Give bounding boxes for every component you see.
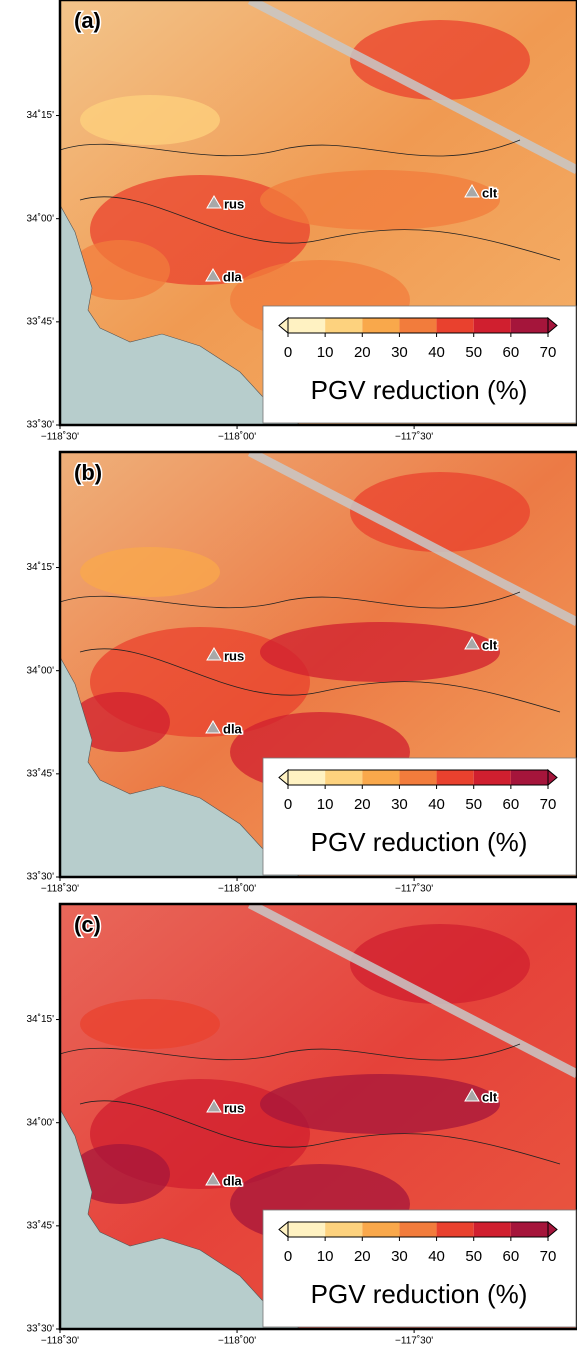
pgv-region: [80, 999, 220, 1049]
y-tick-label: 34˚15': [27, 1013, 55, 1025]
colorbar-tick-label: 10: [317, 796, 334, 813]
y-tick-label: 33˚30': [27, 871, 55, 883]
colorbar-tick-label: 30: [391, 344, 408, 361]
colorbar-tick-label: 0: [284, 796, 292, 813]
x-tick-label: −118˚00': [218, 883, 256, 895]
y-tick-label: 34˚00': [27, 664, 55, 676]
x-tick-label: −118˚00': [218, 1335, 256, 1347]
colorbar-segment: [325, 770, 362, 785]
colorbar-tick-label: 10: [317, 1248, 334, 1265]
pgv-region: [260, 170, 500, 230]
pgv-region: [260, 622, 500, 682]
panel-label: (b): [74, 460, 102, 485]
station-name: clt: [482, 185, 498, 200]
x-tick-label: −117˚30': [395, 431, 433, 443]
station-name: dla: [223, 721, 243, 736]
colorbar-segment: [474, 318, 511, 333]
colorbar-segment: [362, 770, 399, 785]
colorbar-tick-label: 10: [317, 344, 334, 361]
x-tick-label: −118˚30': [41, 1335, 79, 1347]
pgv-region: [80, 95, 220, 145]
colorbar-segment: [399, 1222, 436, 1237]
colorbar-segment: [288, 318, 325, 333]
y-tick-label: 34˚00': [27, 212, 55, 224]
colorbar-segment: [511, 770, 548, 785]
pgv-region: [80, 547, 220, 597]
colorbar-tick-label: 70: [540, 344, 557, 361]
colorbar-segment: [399, 770, 436, 785]
colorbar-tick-label: 50: [465, 1248, 482, 1265]
colorbar-segment: [325, 318, 362, 333]
pgv-region: [350, 20, 530, 100]
y-tick-label: 33˚30': [27, 419, 55, 431]
y-tick-label: 34˚15': [27, 561, 55, 573]
station-name: clt: [482, 637, 498, 652]
y-tick-label: 33˚45': [27, 1219, 55, 1231]
colorbar-tick-label: 20: [354, 344, 371, 361]
colorbar-label: PGV reduction (%): [311, 827, 528, 857]
colorbar-tick-label: 50: [465, 796, 482, 813]
station-name: rus: [224, 648, 244, 663]
station-name: rus: [224, 1100, 244, 1115]
y-tick-label: 33˚45': [27, 767, 55, 779]
colorbar-segment: [399, 318, 436, 333]
colorbar-tick-label: 40: [428, 796, 445, 813]
pgv-region: [260, 1074, 500, 1134]
colorbar-tick-label: 70: [540, 1248, 557, 1265]
colorbar-tick-label: 40: [428, 1248, 445, 1265]
pgv-region: [350, 924, 530, 1004]
y-tick-label: 34˚15': [27, 109, 55, 121]
colorbar-segment: [362, 1222, 399, 1237]
station-name: clt: [482, 1089, 498, 1104]
colorbar-segment: [288, 1222, 325, 1237]
panel-label: (c): [74, 912, 101, 937]
y-tick-label: 33˚30': [27, 1323, 55, 1335]
x-tick-label: −118˚30': [41, 431, 79, 443]
colorbar-segment: [325, 1222, 362, 1237]
colorbar-segment: [437, 318, 474, 333]
colorbar-tick-label: 30: [391, 796, 408, 813]
colorbar-tick-label: 30: [391, 1248, 408, 1265]
colorbar-segment: [511, 318, 548, 333]
colorbar-tick-label: 40: [428, 344, 445, 361]
colorbar-tick-label: 0: [284, 344, 292, 361]
colorbar-tick-label: 20: [354, 796, 371, 813]
colorbar-tick-label: 20: [354, 1248, 371, 1265]
colorbar-segment: [474, 770, 511, 785]
colorbar-segment: [474, 1222, 511, 1237]
colorbar-tick-label: 60: [503, 1248, 520, 1265]
colorbar-tick-label: 60: [503, 344, 520, 361]
station-name: dla: [223, 1173, 243, 1188]
panel-label: (a): [74, 8, 101, 33]
station-name: dla: [223, 269, 243, 284]
x-tick-label: −117˚30': [395, 883, 433, 895]
colorbar-label: PGV reduction (%): [311, 375, 528, 405]
station-name: rus: [224, 196, 244, 211]
x-tick-label: −118˚30': [41, 883, 79, 895]
colorbar-segment: [437, 770, 474, 785]
y-tick-label: 34˚00': [27, 1116, 55, 1128]
y-tick-label: 33˚45': [27, 315, 55, 327]
colorbar-label: PGV reduction (%): [311, 1279, 528, 1309]
pgv-region: [350, 472, 530, 552]
figure: (a)rusdlaclt34˚15'34˚00'33˚45'33˚30'−118…: [0, 0, 577, 1357]
x-tick-label: −118˚00': [218, 431, 256, 443]
colorbar-segment: [288, 770, 325, 785]
colorbar-tick-label: 0: [284, 1248, 292, 1265]
colorbar-tick-label: 60: [503, 796, 520, 813]
colorbar-segment: [362, 318, 399, 333]
colorbar-segment: [437, 1222, 474, 1237]
x-tick-label: −117˚30': [395, 1335, 433, 1347]
colorbar-tick-label: 70: [540, 796, 557, 813]
colorbar-tick-label: 50: [465, 344, 482, 361]
colorbar-segment: [511, 1222, 548, 1237]
